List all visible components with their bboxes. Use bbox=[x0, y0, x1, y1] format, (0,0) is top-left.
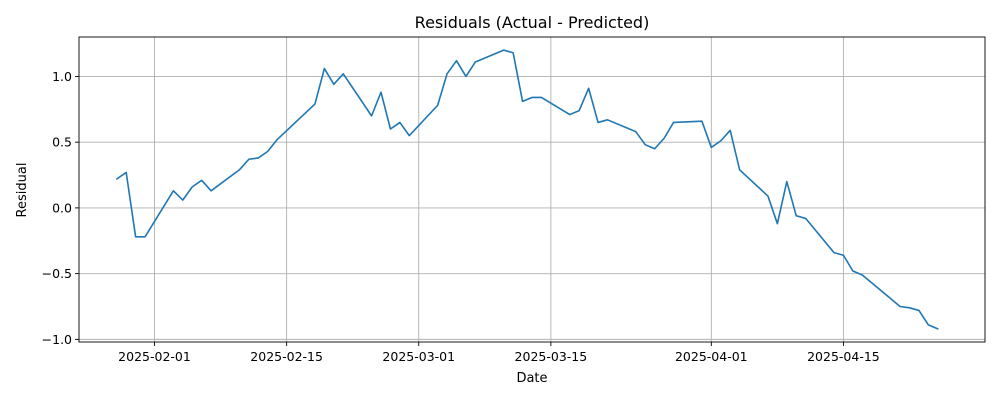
y-tick-label: 0.5 bbox=[52, 135, 72, 150]
chart-title: Residuals (Actual - Predicted) bbox=[415, 13, 650, 32]
x-tick-label: 2025-02-15 bbox=[250, 349, 323, 364]
x-tick-label: 2025-04-15 bbox=[807, 349, 880, 364]
x-tick-label: 2025-02-01 bbox=[118, 349, 191, 364]
x-axis-title: Date bbox=[516, 371, 547, 386]
y-tick-label: 1.0 bbox=[52, 69, 72, 84]
grid bbox=[79, 37, 985, 342]
y-tick-label: −0.5 bbox=[42, 266, 72, 281]
y-tick-label: −1.0 bbox=[42, 332, 72, 347]
x-tick-label: 2025-04-01 bbox=[675, 349, 748, 364]
residual-series-line bbox=[115, 49, 939, 330]
y-tick-label: 0.0 bbox=[52, 200, 72, 215]
axis-ticks: 2025-02-01 2025-02-15 2025-03-01 2025-03-15… bbox=[42, 69, 880, 364]
plot-area-frame bbox=[78, 36, 986, 343]
series-layer bbox=[115, 49, 939, 330]
x-tick-label: 2025-03-15 bbox=[515, 349, 588, 364]
y-axis-title: Residual bbox=[15, 163, 30, 218]
x-tick-label: 2025-03-01 bbox=[382, 349, 455, 364]
